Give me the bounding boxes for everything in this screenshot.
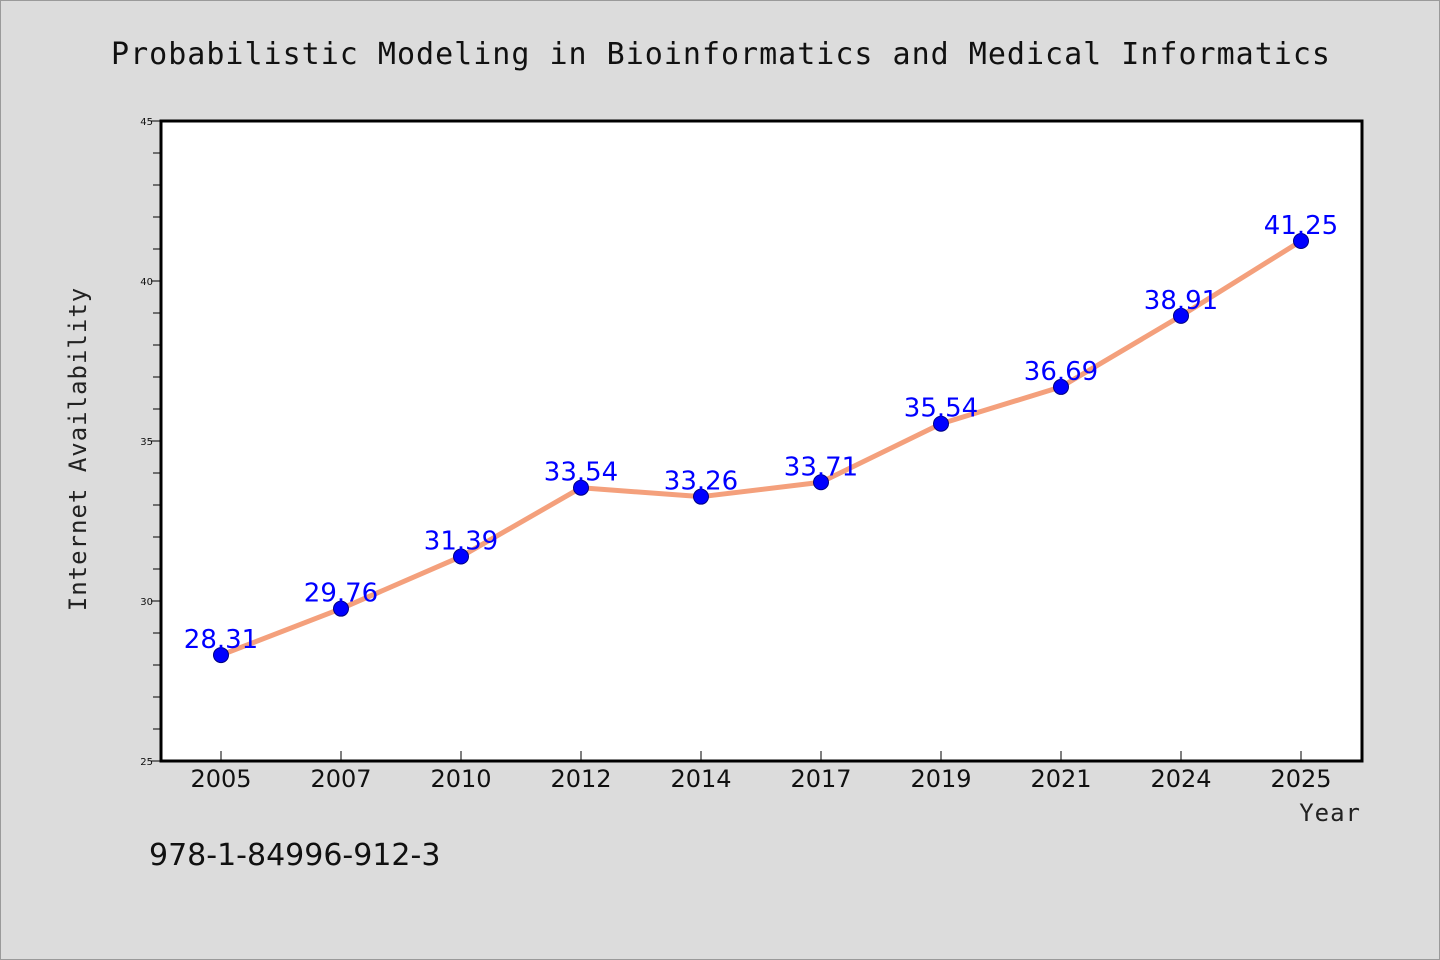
x-tick-label: 2021 — [1030, 765, 1091, 793]
data-point — [813, 474, 829, 491]
data-point — [1053, 378, 1069, 395]
y-axis-title: Internet Availability — [64, 287, 92, 611]
y-tick-label: 35 — [140, 437, 153, 448]
x-tick-label: 2019 — [910, 765, 971, 793]
data-label: 36.69 — [1024, 357, 1098, 387]
data-point — [213, 647, 229, 664]
data-label: 41.25 — [1264, 211, 1338, 241]
x-tick-label: 2014 — [670, 765, 731, 793]
data-label: 33.26 — [664, 467, 738, 497]
data-point — [693, 488, 709, 505]
data-point — [573, 479, 589, 496]
x-tick-label: 2010 — [430, 765, 491, 793]
data-point — [933, 415, 949, 432]
data-point — [1173, 307, 1189, 324]
data-label: 33.54 — [544, 458, 618, 488]
data-point — [333, 600, 349, 617]
data-label: 33.71 — [784, 452, 858, 482]
y-tick-label: 40 — [140, 277, 153, 288]
y-tick-label: 45 — [140, 117, 153, 128]
data-series — [213, 233, 1309, 664]
data-point — [1293, 233, 1309, 249]
series-line — [218, 238, 1304, 658]
data-labels: 28.31 29.76 31.39 33.54 33.26 33.71 35.54 36.69… — [184, 211, 1338, 655]
x-axis: 2005 2007 2010 2012 2014 2017 2019 2021 2024 2025 — [190, 751, 1332, 793]
x-tick-label: 2017 — [790, 765, 851, 793]
x-axis-title: Year — [1299, 799, 1361, 827]
data-label: 38.91 — [1144, 286, 1218, 316]
isbn-text: 978-1-84996-912-3 — [149, 838, 440, 873]
data-label: 35.54 — [904, 394, 978, 424]
chart-title: Probabilistic Modeling in Bioinformatics… — [111, 37, 1331, 72]
x-tick-label: 2025 — [1270, 765, 1331, 793]
data-point — [453, 548, 469, 565]
y-axis: 25 30 35 40 45 — [140, 117, 161, 768]
data-label: 29.76 — [304, 579, 378, 609]
x-tick-label: 2024 — [1150, 765, 1211, 793]
data-label: 31.39 — [424, 527, 498, 557]
y-tick-label: 30 — [140, 597, 153, 608]
data-label: 28.31 — [184, 625, 258, 655]
x-tick-label: 2012 — [550, 765, 611, 793]
x-tick-label: 2007 — [310, 765, 371, 793]
y-tick-label: 25 — [140, 757, 153, 768]
x-tick-label: 2005 — [190, 765, 251, 793]
plot-area — [159, 119, 1364, 763]
